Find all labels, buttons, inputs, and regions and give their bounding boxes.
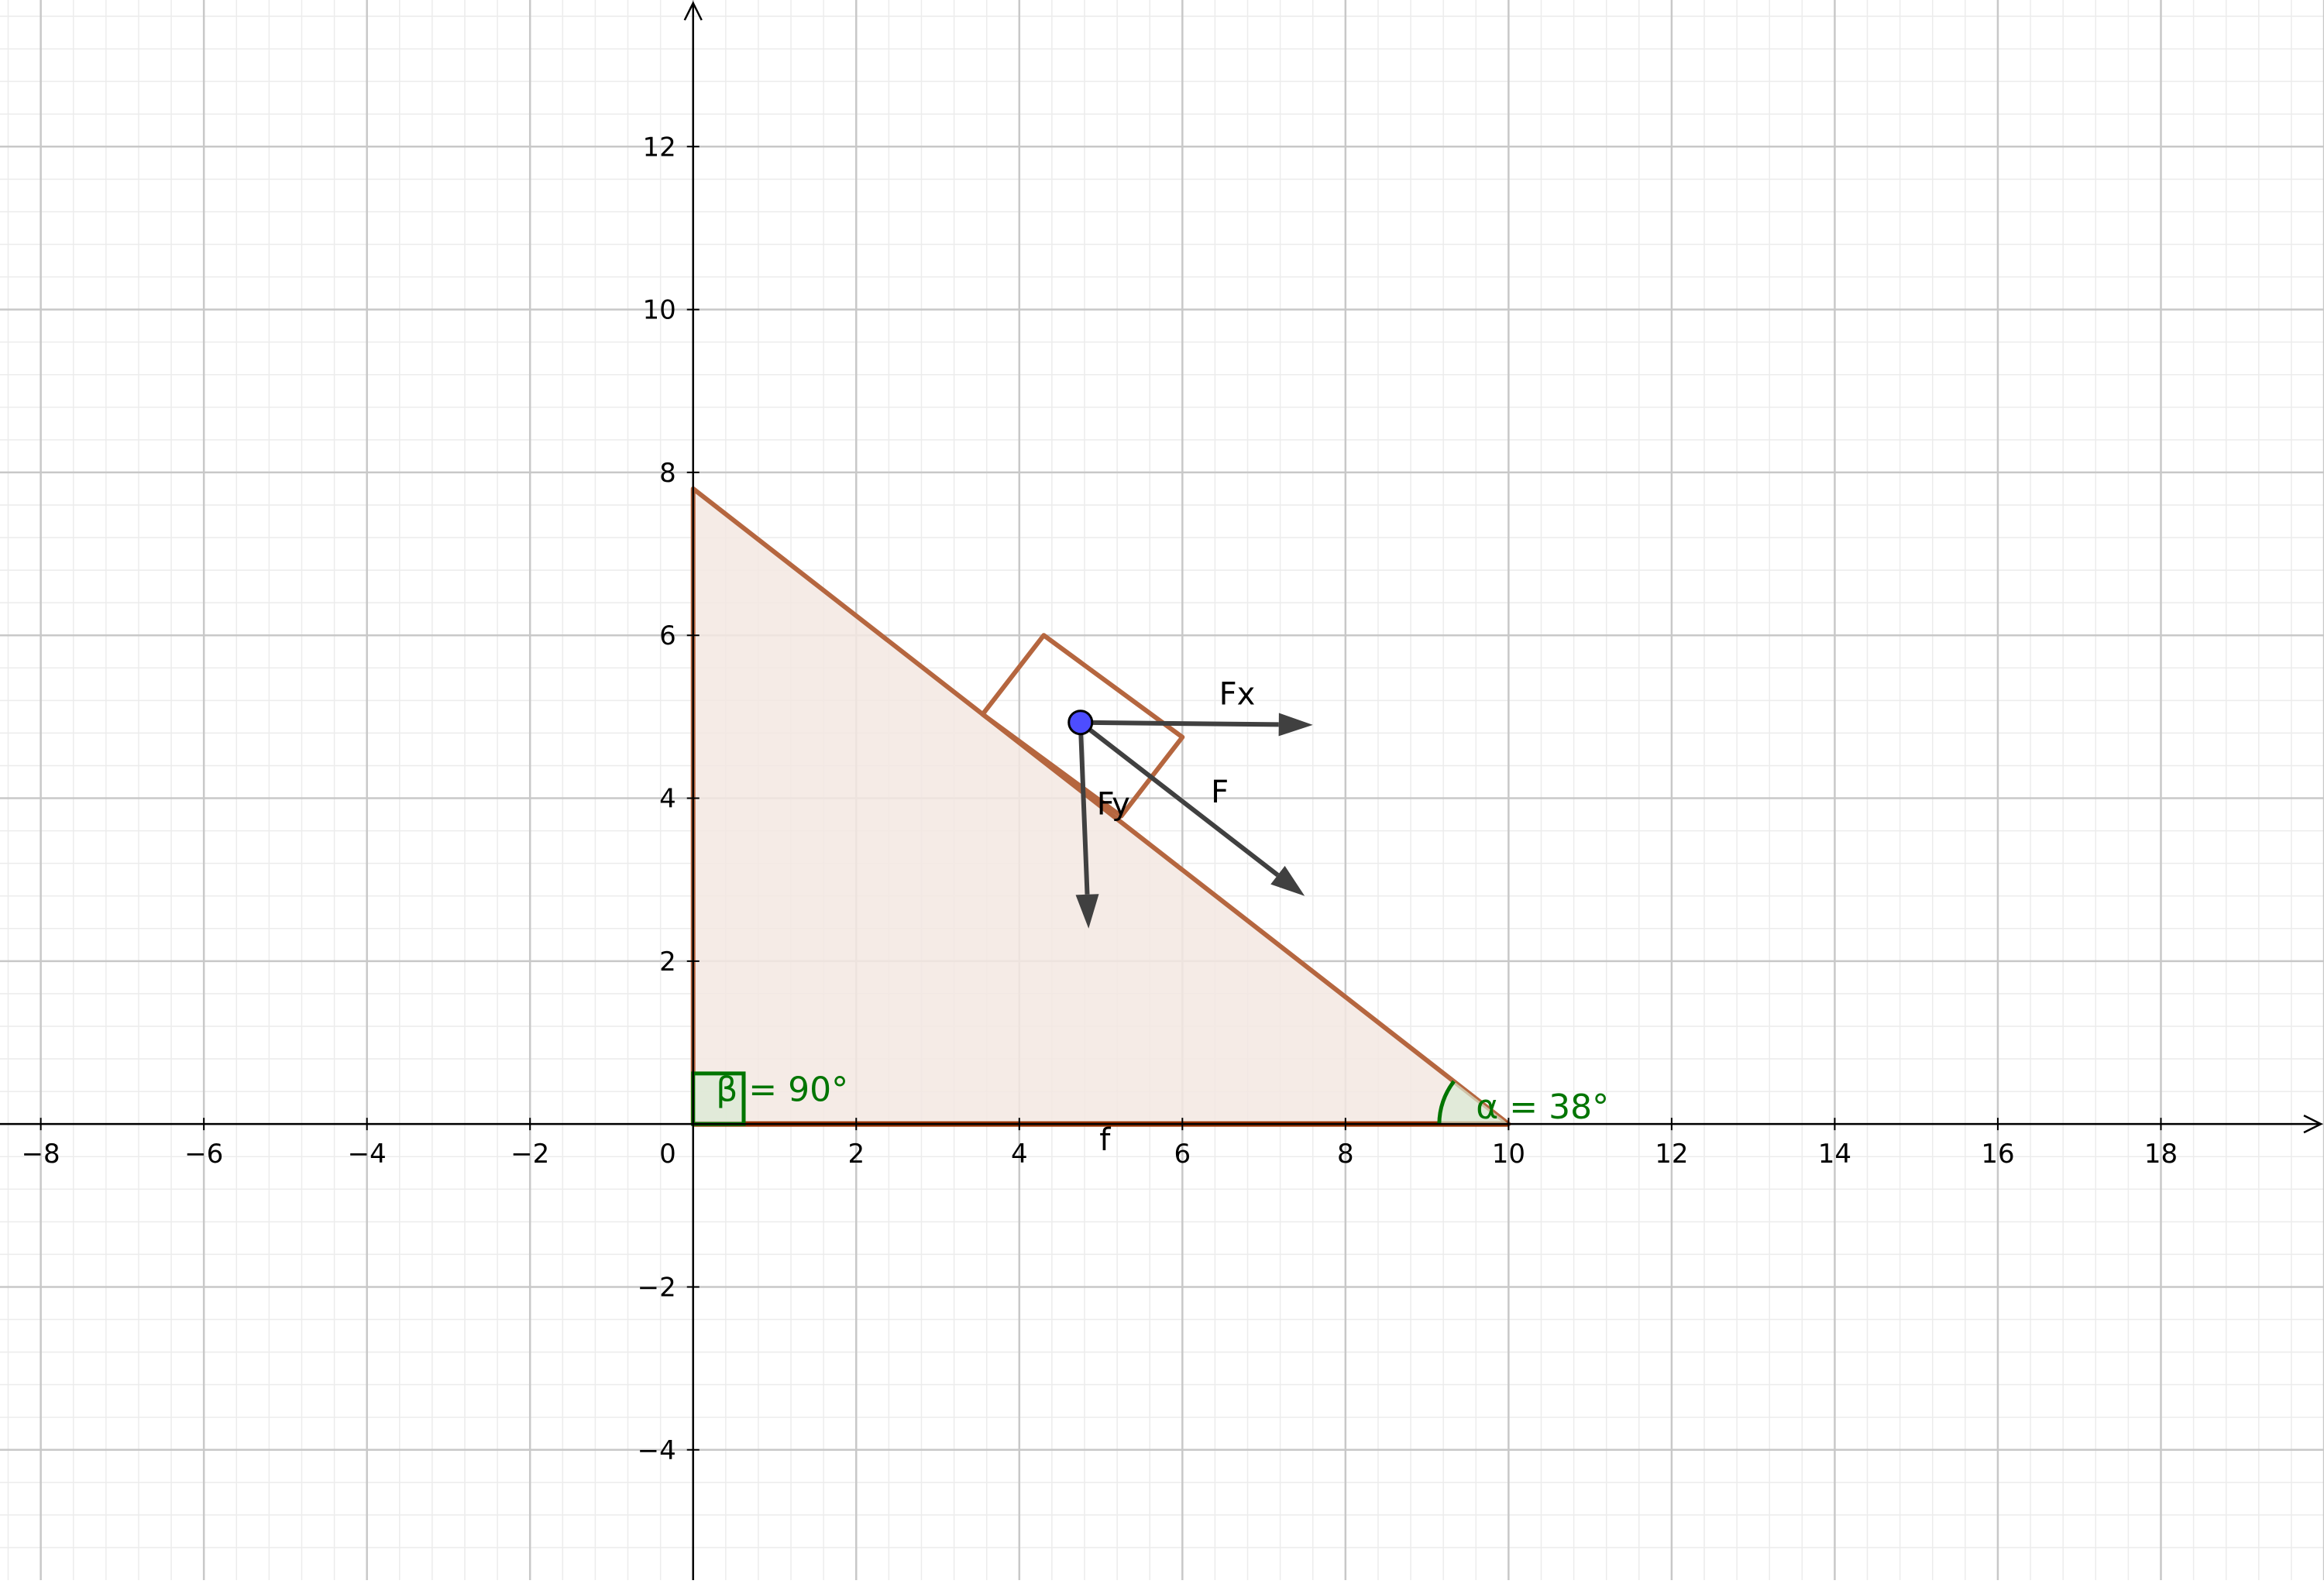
- x-tick-label: 6: [1174, 1139, 1191, 1170]
- vector-Fx-head: [1278, 713, 1313, 737]
- origin-label: 0: [659, 1139, 676, 1170]
- vector-Fy-label: Fy: [1097, 787, 1130, 823]
- vector-Fy[interactable]: Fy: [1075, 722, 1130, 929]
- x-tick-label: 2: [847, 1139, 865, 1170]
- y-axis-arrow: [683, 1, 703, 21]
- vector-F-shaft: [1078, 720, 1280, 878]
- x-tick-label: −2: [511, 1139, 549, 1170]
- angle-alpha-label: α = 38°: [1476, 1087, 1609, 1127]
- vector-Fy-head: [1075, 894, 1099, 929]
- y-tick-label: −4: [638, 1435, 676, 1466]
- angle-alpha-sector: [1439, 1081, 1509, 1125]
- x-tick-label: 12: [1655, 1139, 1688, 1170]
- x-axis-arrow: [2303, 1115, 2323, 1134]
- y-tick-label: 6: [659, 620, 676, 651]
- y-tick-label: 2: [659, 947, 676, 978]
- x-tick-label: −8: [22, 1139, 60, 1170]
- y-tick-label: 8: [659, 458, 676, 489]
- block-layer: [980, 633, 1185, 819]
- angle-alpha-arc: [1437, 1080, 1456, 1125]
- x-tick-label: 16: [1981, 1139, 2014, 1170]
- vector-Fy-shaft: [1078, 722, 1090, 895]
- vector-Fx[interactable]: Fx: [1080, 677, 1313, 737]
- segment-f-label: f: [1099, 1122, 1111, 1158]
- x-tick-label: 18: [2144, 1139, 2178, 1170]
- block-polygon[interactable]: [980, 633, 1185, 819]
- y-tick-label: 4: [659, 784, 676, 815]
- vector-F-label: F: [1211, 775, 1229, 810]
- vector-F[interactable]: F: [1078, 720, 1305, 896]
- x-tick-label: 4: [1011, 1139, 1028, 1170]
- angle-layer: α = 38° β = 90°: [691, 1070, 1609, 1127]
- angle-beta-label: β = 90°: [716, 1070, 848, 1110]
- vector-Fx-label: Fx: [1219, 677, 1256, 713]
- label-layer: f: [1099, 1122, 1111, 1158]
- y-tick-label: −2: [638, 1272, 676, 1303]
- y-tick-label: 12: [642, 132, 676, 163]
- vector-layer: F Fx Fy: [1075, 677, 1313, 929]
- point-marker[interactable]: [1067, 710, 1094, 736]
- x-tick-label: 14: [1818, 1139, 1851, 1170]
- x-tick-label: 10: [1492, 1139, 1525, 1170]
- point-layer: [1067, 710, 1094, 736]
- y-tick-label: 10: [642, 295, 676, 326]
- vector-F-head: [1270, 865, 1305, 896]
- vector-Fx-shaft: [1080, 720, 1279, 727]
- x-tick-label: −6: [184, 1139, 223, 1170]
- x-tick-label: 8: [1337, 1139, 1354, 1170]
- x-tick-label: −4: [348, 1139, 387, 1170]
